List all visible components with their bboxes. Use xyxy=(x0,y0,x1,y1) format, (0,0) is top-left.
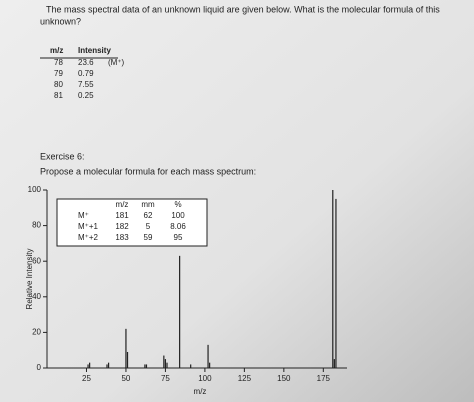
peak xyxy=(332,190,334,368)
peak xyxy=(190,364,192,368)
x-tick-label: 25 xyxy=(82,374,91,383)
table-cell: 23.6 xyxy=(78,58,94,67)
x-tick-label: 100 xyxy=(198,374,212,383)
peak xyxy=(179,255,181,368)
peak xyxy=(145,364,148,368)
peak xyxy=(164,359,167,368)
peak xyxy=(209,362,211,368)
peak xyxy=(126,351,129,368)
table-cell: 7.55 xyxy=(78,80,94,89)
inset-header: m/z xyxy=(116,200,129,209)
inset-cell: 100 xyxy=(171,211,185,220)
x-tick-label: 125 xyxy=(238,374,252,383)
peak xyxy=(166,362,168,368)
inset-cell: 5 xyxy=(146,222,151,231)
header-line: The mass spectral data of an unknown liq… xyxy=(46,4,440,14)
y-tick-label: 80 xyxy=(32,221,41,230)
inset-cell: 62 xyxy=(144,211,153,220)
header-line: unknown? xyxy=(40,16,81,26)
table-header: Intensity xyxy=(78,46,111,55)
peak xyxy=(333,359,335,368)
y-tick-label: 40 xyxy=(32,292,41,301)
y-axis-label: Relative Intensity xyxy=(25,249,34,310)
table-cell: 0.79 xyxy=(78,69,94,78)
inset-cell: 59 xyxy=(144,233,153,242)
inset-cell: M⁺ xyxy=(78,211,89,220)
y-tick-label: 20 xyxy=(32,328,41,337)
inset-cell: 95 xyxy=(174,233,183,242)
peak xyxy=(163,355,165,368)
inset-header: mm xyxy=(141,200,155,209)
inset-cell: 8.06 xyxy=(170,222,186,231)
inset-cell: 182 xyxy=(115,222,129,231)
peak xyxy=(87,364,89,368)
inset-cell: M⁺+1 xyxy=(78,222,99,231)
inset-header: % xyxy=(174,200,181,209)
peak xyxy=(335,198,337,368)
table-cell: 78 xyxy=(54,58,63,67)
peak xyxy=(207,344,209,368)
table-cell: 0.25 xyxy=(78,91,94,100)
exercise-prompt: Propose a molecular formula for each mas… xyxy=(40,166,256,176)
x-axis-label: m/z xyxy=(194,387,207,396)
table-cell: 80 xyxy=(54,80,63,89)
table-cell: 81 xyxy=(54,91,63,100)
table-cell: (M⁺) xyxy=(108,58,125,67)
peak xyxy=(144,364,146,368)
x-tick-label: 75 xyxy=(161,374,170,383)
table-header: m/z xyxy=(50,46,63,55)
y-tick-label: 100 xyxy=(28,185,42,194)
inset-box xyxy=(56,198,208,247)
x-tick-label: 150 xyxy=(277,374,291,383)
y-tick-label: 0 xyxy=(37,363,42,372)
peak xyxy=(107,362,110,368)
exercise-title: Exercise 6: xyxy=(40,151,85,161)
table-cell: 79 xyxy=(54,69,63,78)
inset-cell: 181 xyxy=(115,211,129,220)
x-tick-label: 50 xyxy=(121,374,130,383)
x-tick-label: 175 xyxy=(317,374,331,383)
peak xyxy=(125,328,127,368)
peak xyxy=(106,364,108,368)
inset-cell: M⁺+2 xyxy=(78,233,99,242)
y-tick-label: 60 xyxy=(32,256,41,265)
peak xyxy=(89,362,91,368)
inset-cell: 183 xyxy=(115,233,129,242)
